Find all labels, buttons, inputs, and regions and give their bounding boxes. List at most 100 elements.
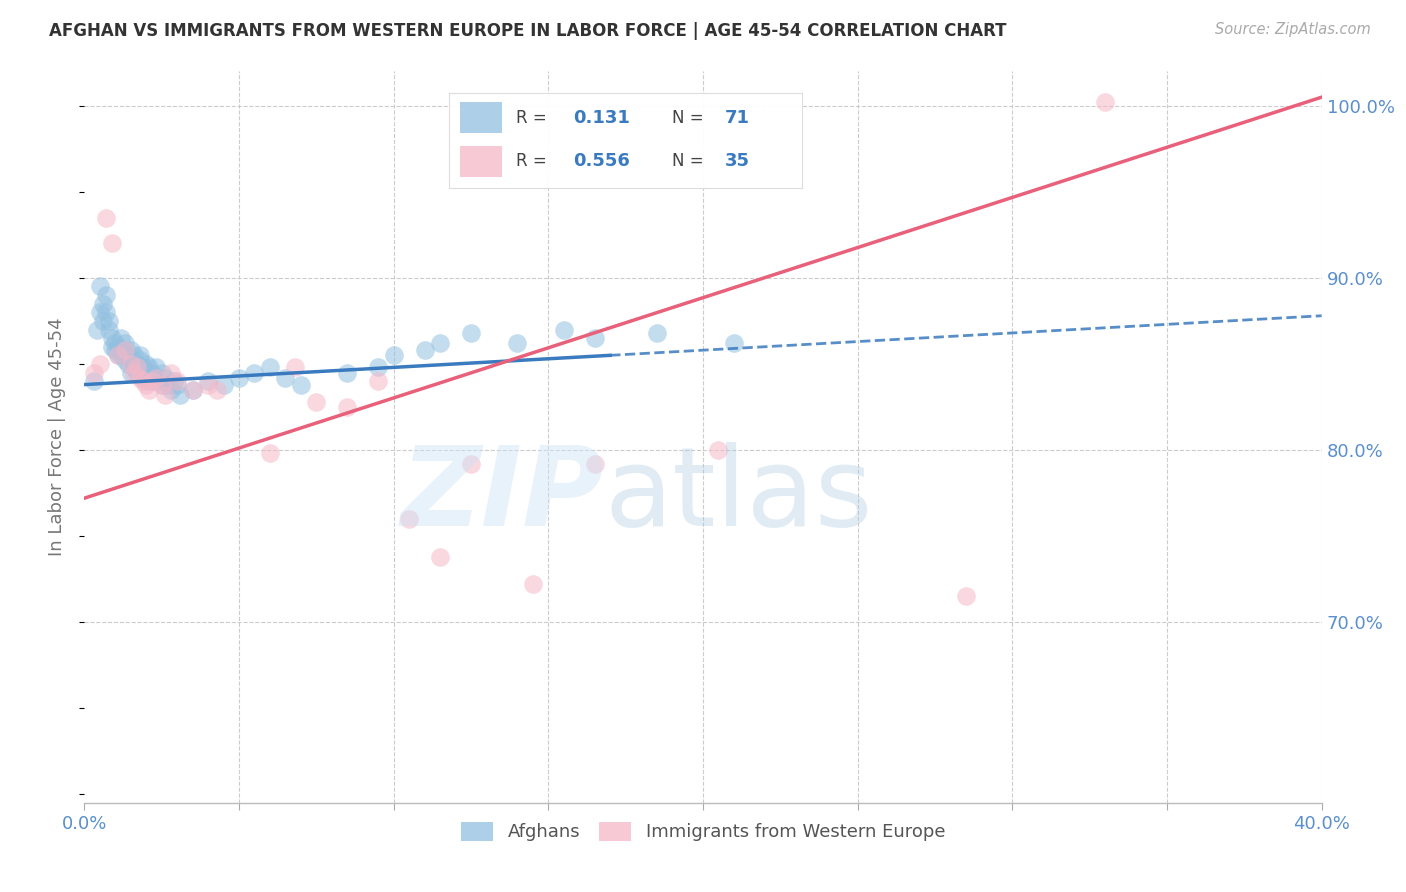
Point xyxy=(367,374,389,388)
Point xyxy=(148,374,170,388)
Text: atlas: atlas xyxy=(605,442,873,549)
Point xyxy=(207,383,229,397)
Point xyxy=(83,366,105,380)
Point xyxy=(94,211,117,225)
Point xyxy=(101,236,124,251)
Text: Source: ZipAtlas.com: Source: ZipAtlas.com xyxy=(1215,22,1371,37)
Point xyxy=(104,336,127,351)
Point xyxy=(129,353,152,368)
Point xyxy=(305,394,328,409)
Point xyxy=(367,360,389,375)
Point xyxy=(181,383,204,397)
Point xyxy=(145,370,167,384)
Point xyxy=(125,357,148,371)
Point xyxy=(166,374,188,388)
Point xyxy=(553,322,575,336)
Point xyxy=(160,366,183,380)
Point xyxy=(107,340,129,354)
Point xyxy=(169,388,191,402)
Point xyxy=(129,370,152,384)
Point xyxy=(1094,95,1116,110)
Point xyxy=(138,360,160,375)
Point xyxy=(129,360,152,375)
Point xyxy=(707,442,730,457)
Point xyxy=(104,343,127,358)
Legend: Afghans, Immigrants from Western Europe: Afghans, Immigrants from Western Europe xyxy=(454,814,952,848)
Point xyxy=(141,366,163,380)
Point xyxy=(150,377,173,392)
Point xyxy=(135,377,157,392)
Point xyxy=(163,374,186,388)
Point xyxy=(181,383,204,397)
Point xyxy=(460,457,482,471)
Point xyxy=(382,348,405,362)
Point xyxy=(460,326,482,340)
Point xyxy=(114,343,136,358)
Point xyxy=(153,388,176,402)
Point xyxy=(110,348,132,362)
Point xyxy=(89,305,111,319)
Point xyxy=(114,343,136,358)
Point xyxy=(101,331,124,345)
Point xyxy=(120,366,142,380)
Point xyxy=(243,366,266,380)
Point xyxy=(259,446,281,460)
Point xyxy=(429,336,451,351)
Point xyxy=(290,377,312,392)
Point xyxy=(336,366,359,380)
Point xyxy=(117,357,139,371)
Point xyxy=(107,348,129,362)
Point xyxy=(132,360,155,375)
Point xyxy=(429,549,451,564)
Point xyxy=(114,353,136,368)
Point xyxy=(86,322,108,336)
Point xyxy=(160,383,183,397)
Point xyxy=(110,343,132,358)
Point xyxy=(89,279,111,293)
Point xyxy=(583,457,606,471)
Point xyxy=(120,343,142,358)
Point xyxy=(120,357,142,371)
Point xyxy=(955,589,977,603)
Point xyxy=(145,370,167,384)
Text: ZIP: ZIP xyxy=(401,442,605,549)
Point xyxy=(129,348,152,362)
Point xyxy=(284,360,307,375)
Point xyxy=(141,374,163,388)
Point xyxy=(166,377,188,392)
Point xyxy=(138,383,160,397)
Point xyxy=(98,314,121,328)
Point xyxy=(645,326,668,340)
Point xyxy=(120,353,142,368)
Point xyxy=(98,322,121,336)
Point xyxy=(156,377,179,392)
Point xyxy=(274,370,297,384)
Point xyxy=(94,288,117,302)
Point xyxy=(398,512,420,526)
Point xyxy=(153,370,176,384)
Point xyxy=(125,366,148,380)
Point xyxy=(150,377,173,392)
Point xyxy=(122,348,145,362)
Point xyxy=(413,343,436,358)
Point xyxy=(522,577,544,591)
Point xyxy=(107,348,129,362)
Point xyxy=(228,370,250,384)
Point xyxy=(138,374,160,388)
Point xyxy=(723,336,745,351)
Point xyxy=(132,374,155,388)
Point xyxy=(89,357,111,371)
Point xyxy=(197,374,219,388)
Point xyxy=(122,366,145,380)
Point xyxy=(506,336,529,351)
Point xyxy=(145,360,167,375)
Point xyxy=(110,331,132,345)
Point xyxy=(135,366,157,380)
Point xyxy=(122,360,145,375)
Point xyxy=(125,360,148,375)
Point xyxy=(135,357,157,371)
Point xyxy=(583,331,606,345)
Point xyxy=(94,305,117,319)
Y-axis label: In Labor Force | Age 45-54: In Labor Force | Age 45-54 xyxy=(48,318,66,557)
Point xyxy=(114,336,136,351)
